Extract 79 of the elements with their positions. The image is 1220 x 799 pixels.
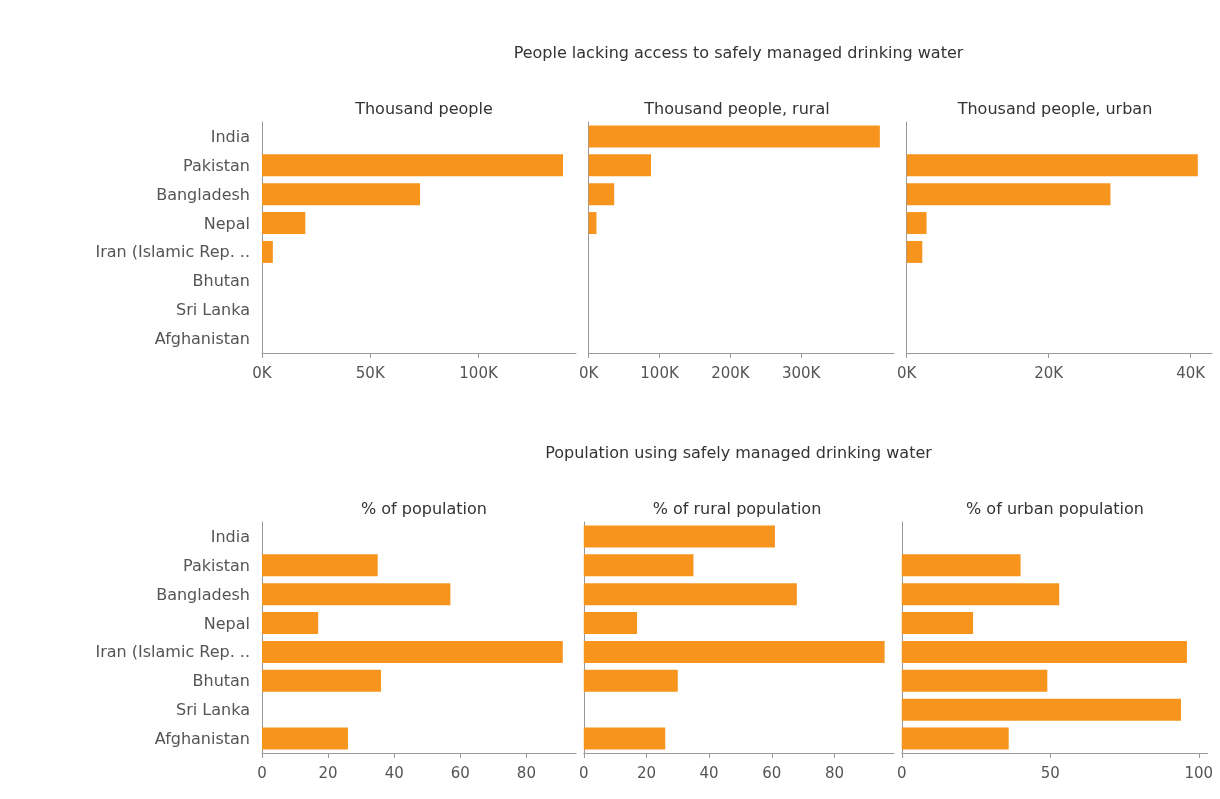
x-tick-label: 100K: [459, 363, 499, 382]
y-tick-label: India: [210, 526, 250, 546]
x-tick-label: 40K: [1176, 363, 1207, 382]
bar: [262, 640, 563, 663]
y-tick-label: Bangladesh: [156, 184, 250, 204]
bar: [901, 583, 1060, 606]
chart-title: Population using safely managed drinking water: [544, 443, 933, 462]
bar: [262, 212, 306, 235]
bar: [262, 183, 421, 206]
x-tick-label: 20: [318, 763, 338, 782]
y-tick-label: Iran (Islamic Rep. ..: [95, 242, 250, 262]
bar: [583, 640, 885, 663]
x-tick-label: 80: [824, 763, 845, 782]
y-tick-label: Bhutan: [192, 271, 250, 291]
x-tick-label: 40: [384, 763, 404, 782]
y-tick-label: Nepal: [203, 213, 250, 233]
x-tick-label: 0: [579, 763, 589, 782]
chart-subtitle: % of urban population: [966, 498, 1144, 518]
bar: [588, 212, 597, 235]
x-tick-label: 100: [1184, 763, 1214, 782]
x-tick-label: 50K: [355, 363, 386, 382]
bar: [588, 154, 652, 177]
y-tick-label: Bangladesh: [156, 584, 250, 604]
bar: [901, 554, 1021, 577]
bar: [583, 727, 666, 750]
chart-subtitle: % of rural population: [652, 498, 822, 518]
bar: [262, 583, 451, 606]
bar: [906, 183, 1111, 206]
x-tick-label: 0: [897, 763, 907, 782]
bar: [583, 554, 694, 577]
y-tick-label: Pakistan: [183, 555, 250, 575]
bar: [906, 154, 1198, 177]
bar: [262, 612, 319, 635]
x-tick-label: 60: [762, 763, 782, 782]
y-tick-label: Pakistan: [183, 155, 250, 175]
bar: [583, 612, 638, 635]
y-tick-label: Sri Lanka: [176, 300, 250, 320]
bar: [906, 212, 927, 235]
bar: [588, 183, 615, 206]
bar: [901, 727, 1009, 750]
bar: [901, 640, 1187, 663]
bar: [901, 698, 1181, 721]
x-tick-label: 20K: [1034, 363, 1065, 382]
bar: [262, 154, 564, 177]
bar: [262, 554, 378, 577]
x-tick-label: 0K: [252, 363, 273, 382]
y-tick-label: Nepal: [203, 613, 250, 633]
bar: [583, 669, 678, 692]
bar: [262, 727, 348, 750]
bar: [262, 240, 273, 263]
chart-title: People lacking access to safely managed drinking water: [512, 43, 965, 62]
x-tick-label: 80: [516, 763, 536, 782]
chart-subtitle: Thousand people, urban: [956, 98, 1153, 118]
y-tick-label: Afghanistan: [154, 329, 250, 349]
y-tick-label: Bhutan: [192, 671, 250, 691]
chart-subtitle: Thousand people: [354, 98, 493, 118]
x-tick-label: 50: [1040, 763, 1060, 782]
x-tick-label: 20: [636, 763, 656, 782]
x-tick-label: 40: [699, 763, 719, 782]
chart-subtitle: % of population: [361, 498, 487, 518]
bar: [901, 669, 1048, 692]
bar: [906, 240, 923, 263]
x-tick-label: 60: [450, 763, 470, 782]
chart-subtitle: Thousand people, rural: [643, 98, 830, 118]
y-tick-label: India: [210, 126, 250, 146]
bar: [901, 612, 974, 635]
bar: [262, 669, 381, 692]
x-tick-label: 0K: [896, 363, 918, 382]
x-tick-label: 200K: [711, 363, 751, 382]
x-tick-label: 0: [257, 763, 267, 782]
bar: [588, 125, 880, 148]
y-tick-label: Iran (Islamic Rep. ..: [95, 642, 250, 662]
y-tick-label: Afghanistan: [154, 729, 250, 749]
x-tick-label: 300K: [781, 363, 822, 382]
bar: [583, 583, 797, 606]
x-tick-label: 0K: [578, 363, 600, 382]
x-tick-label: 100K: [640, 363, 680, 382]
bar: [583, 525, 775, 548]
y-tick-label: Sri Lanka: [176, 700, 250, 720]
